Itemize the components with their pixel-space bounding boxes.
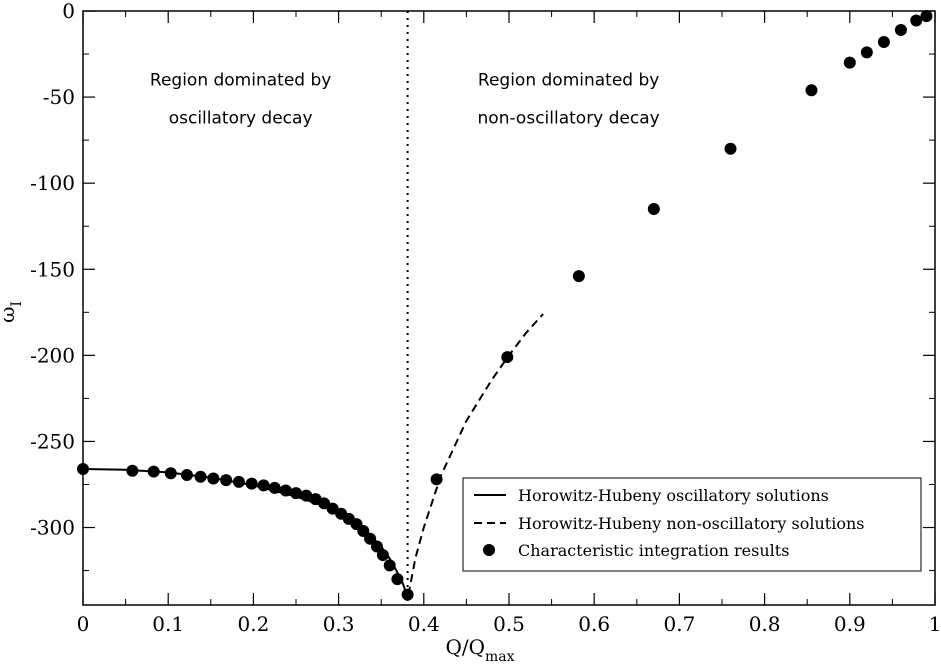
data-point (257, 479, 270, 492)
x-tick-label: 0.7 (663, 612, 695, 636)
data-point (164, 467, 177, 480)
annotation-non-oscillatory-line2: non-oscillatory decay (478, 108, 660, 128)
y-axis-title-subscript: I (9, 301, 25, 307)
x-tick-label: 0.4 (408, 612, 440, 636)
data-point (126, 464, 139, 477)
data-point (843, 56, 856, 69)
data-point (501, 351, 514, 364)
x-tick-label: 0.8 (749, 612, 781, 636)
data-point (572, 270, 585, 283)
y-tick-label: 0 (62, 0, 75, 23)
data-point (147, 465, 160, 478)
data-point (920, 10, 933, 23)
y-tick-label: -200 (30, 343, 75, 367)
data-point (401, 588, 414, 601)
x-tick-label: 0.1 (152, 612, 184, 636)
x-tick-label: 0.9 (834, 612, 866, 636)
legend-label-characteristic: Characteristic integration results (518, 541, 789, 560)
x-tick-label: 0.3 (323, 612, 355, 636)
data-point (364, 532, 377, 545)
data-point (207, 472, 220, 485)
data-point (220, 474, 233, 487)
series-line-non-oscillatory (407, 313, 544, 595)
y-tick-label: -250 (30, 429, 75, 453)
data-point (279, 484, 292, 497)
y-tick-label: -150 (30, 257, 75, 281)
data-point (357, 524, 370, 537)
data-point (430, 473, 443, 486)
legend-label-oscillatory: Horowitz-Hubeny oscillatory solutions (518, 486, 829, 505)
legend-box (462, 477, 922, 572)
x-axis-title-main: Q/Q (445, 635, 485, 659)
data-point (268, 481, 281, 494)
annotation-oscillatory-line1: Region dominated by (150, 70, 331, 90)
y-axis-title: ωI (0, 301, 25, 323)
legend: Horowitz-Hubeny oscillatory solutions Ho… (462, 477, 922, 572)
y-tick-label: -300 (30, 516, 75, 540)
data-point (391, 573, 404, 586)
data-point (300, 489, 313, 502)
legend-label-non-oscillatory: Horowitz-Hubeny non-oscillatory solution… (518, 514, 864, 533)
data-point (245, 477, 258, 490)
x-tick-label: 0.5 (493, 612, 525, 636)
x-axis-title: Q/Qmax (445, 635, 514, 665)
data-point (370, 540, 383, 553)
annotation-non-oscillatory-line1: Region dominated by (478, 70, 659, 90)
legend-marker-swatch (483, 544, 495, 556)
x-axis-title-subscript: max (485, 649, 515, 665)
x-tick-label: 0 (77, 612, 90, 636)
y-tick-label: -100 (30, 171, 75, 195)
data-point (877, 35, 890, 48)
plot-frame (82, 10, 936, 606)
data-point (647, 203, 660, 215)
x-tick-label: 1 (929, 612, 941, 636)
x-tick-label: 0.2 (237, 612, 269, 636)
y-axis-title-main: ω (0, 307, 19, 323)
data-point (894, 23, 907, 36)
data-point (232, 475, 245, 488)
data-point (290, 487, 302, 500)
x-tick-label: 0.6 (578, 612, 610, 636)
data-point (805, 84, 818, 97)
data-point (860, 46, 873, 59)
y-tick-label: -50 (43, 85, 75, 109)
data-point (194, 470, 207, 483)
data-point (383, 559, 396, 572)
data-point (376, 549, 389, 562)
data-layer (77, 10, 933, 601)
data-point (724, 142, 737, 155)
axis-ticks: 0 0.1 0.2 0.3 0.4 0.5 0.6 0.7 0.8 0.9 1 0 -50 -100 -15… (30, 0, 941, 636)
data-point (910, 14, 923, 27)
annotation-oscillatory-line2: oscillatory decay (169, 108, 313, 128)
data-point (180, 469, 193, 482)
